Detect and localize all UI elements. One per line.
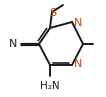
Text: N: N (74, 59, 82, 69)
Text: H₂N: H₂N (40, 81, 60, 91)
Text: N: N (74, 18, 82, 28)
Text: S: S (49, 8, 57, 18)
Text: N: N (9, 39, 17, 49)
